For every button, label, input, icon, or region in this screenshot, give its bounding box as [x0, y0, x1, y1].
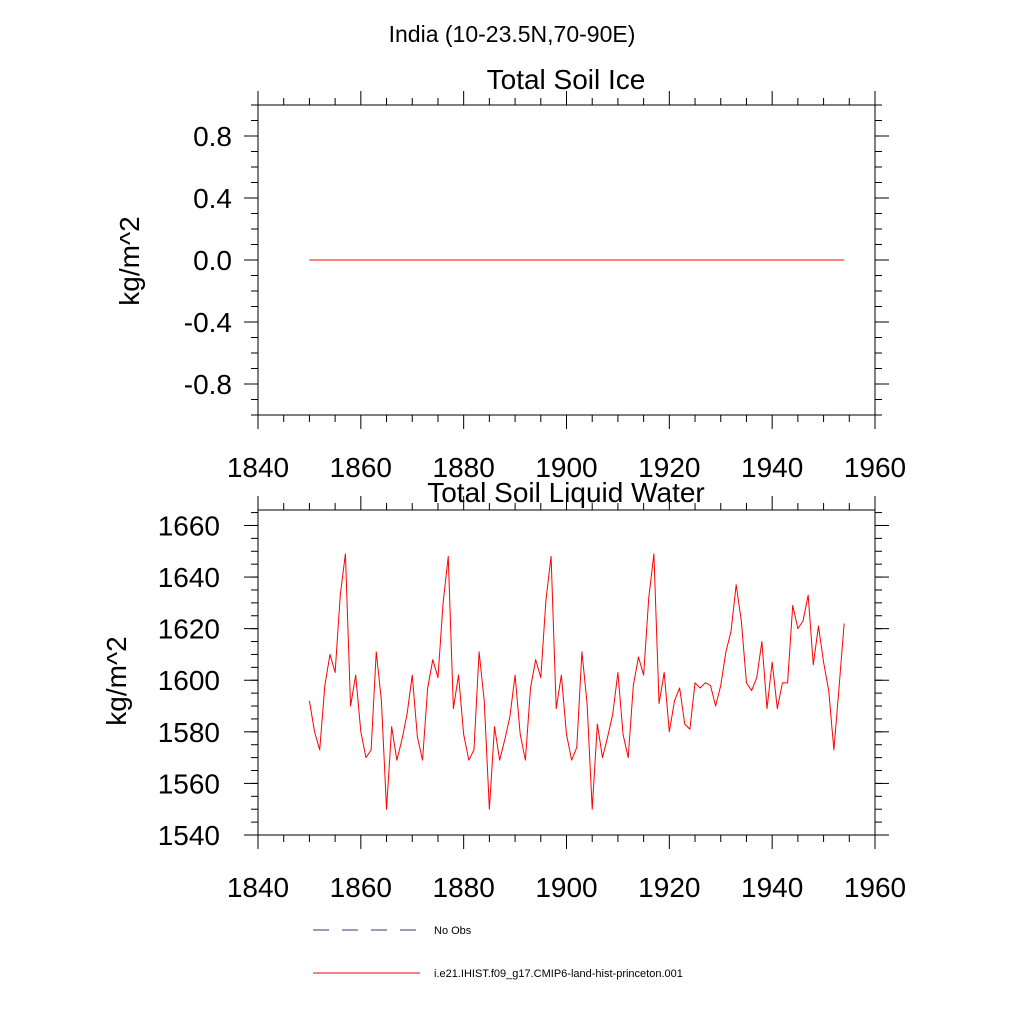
plot-frame-soil-liquid-water [257, 509, 876, 836]
series-soil-liquid-water [308, 553, 845, 810]
region-title: India (10-23.5N,70-90E) [389, 21, 636, 47]
plot-frame-soil-ice [257, 104, 876, 416]
y-tick-label: -0.4 [184, 307, 232, 338]
tick-labels-soil-liquid-water: 1840 1860 1880 1900 1920 1940 1960 1660 1640 1620… [158, 510, 906, 903]
y-axis-label-soil-ice: kg/m^2 [114, 216, 145, 305]
x-tick-label: 1880 [433, 452, 495, 483]
legend-label-no-obs: No Obs [434, 925, 472, 937]
tick-labels-soil-ice: 1840 1860 1880 1900 1920 1940 1960 0.8 0.4 0.0 -0.… [184, 121, 906, 483]
x-tick-label: 1860 [330, 452, 392, 483]
x-tick-label: 1940 [741, 872, 803, 903]
y-tick-label: 0.8 [193, 121, 232, 152]
series-line [308, 553, 845, 810]
x-tick-label: 1960 [844, 452, 906, 483]
x-tick-label: 1920 [638, 452, 700, 483]
legend-label-model: i.e21.IHIST.f09_g17.CMIP6-land-hist-prin… [434, 968, 683, 980]
x-tick-label: 1840 [227, 872, 289, 903]
chart-title-soil-ice: Total Soil Ice [487, 64, 646, 95]
y-axis-label-soil-liquid-water: kg/m^2 [101, 636, 132, 725]
y-tick-label: 1560 [158, 768, 220, 799]
axis-ticks-soil-liquid-water [244, 496, 889, 849]
x-tick-label: 1900 [535, 452, 597, 483]
y-tick-label: 1660 [158, 510, 220, 541]
y-tick-label: 1540 [158, 820, 220, 851]
legend: No Obs i.e21.IHIST.f09_g17.CMIP6-land-hi… [313, 925, 683, 980]
x-tick-label: 1880 [433, 872, 495, 903]
y-tick-label: -0.8 [184, 369, 232, 400]
y-tick-label: 1620 [158, 614, 220, 645]
y-tick-label: 0.0 [193, 245, 232, 276]
x-tick-label: 1860 [330, 872, 392, 903]
x-tick-label: 1840 [227, 452, 289, 483]
x-tick-label: 1940 [741, 452, 803, 483]
panel-soil-liquid-water: Total Soil Liquid Water kg/m^2 1840 1860 1… [101, 477, 906, 903]
y-tick-label: 1580 [158, 717, 220, 748]
x-tick-label: 1900 [535, 872, 597, 903]
y-tick-label: 1640 [158, 562, 220, 593]
y-tick-label: 0.4 [193, 183, 232, 214]
panel-soil-ice: Total Soil Ice kg/m^2 1840 1860 1880 1900 19… [114, 64, 906, 483]
axis-ticks-soil-ice [244, 91, 889, 429]
x-tick-label: 1920 [638, 872, 700, 903]
x-tick-label: 1960 [844, 872, 906, 903]
y-tick-label: 1600 [158, 665, 220, 696]
